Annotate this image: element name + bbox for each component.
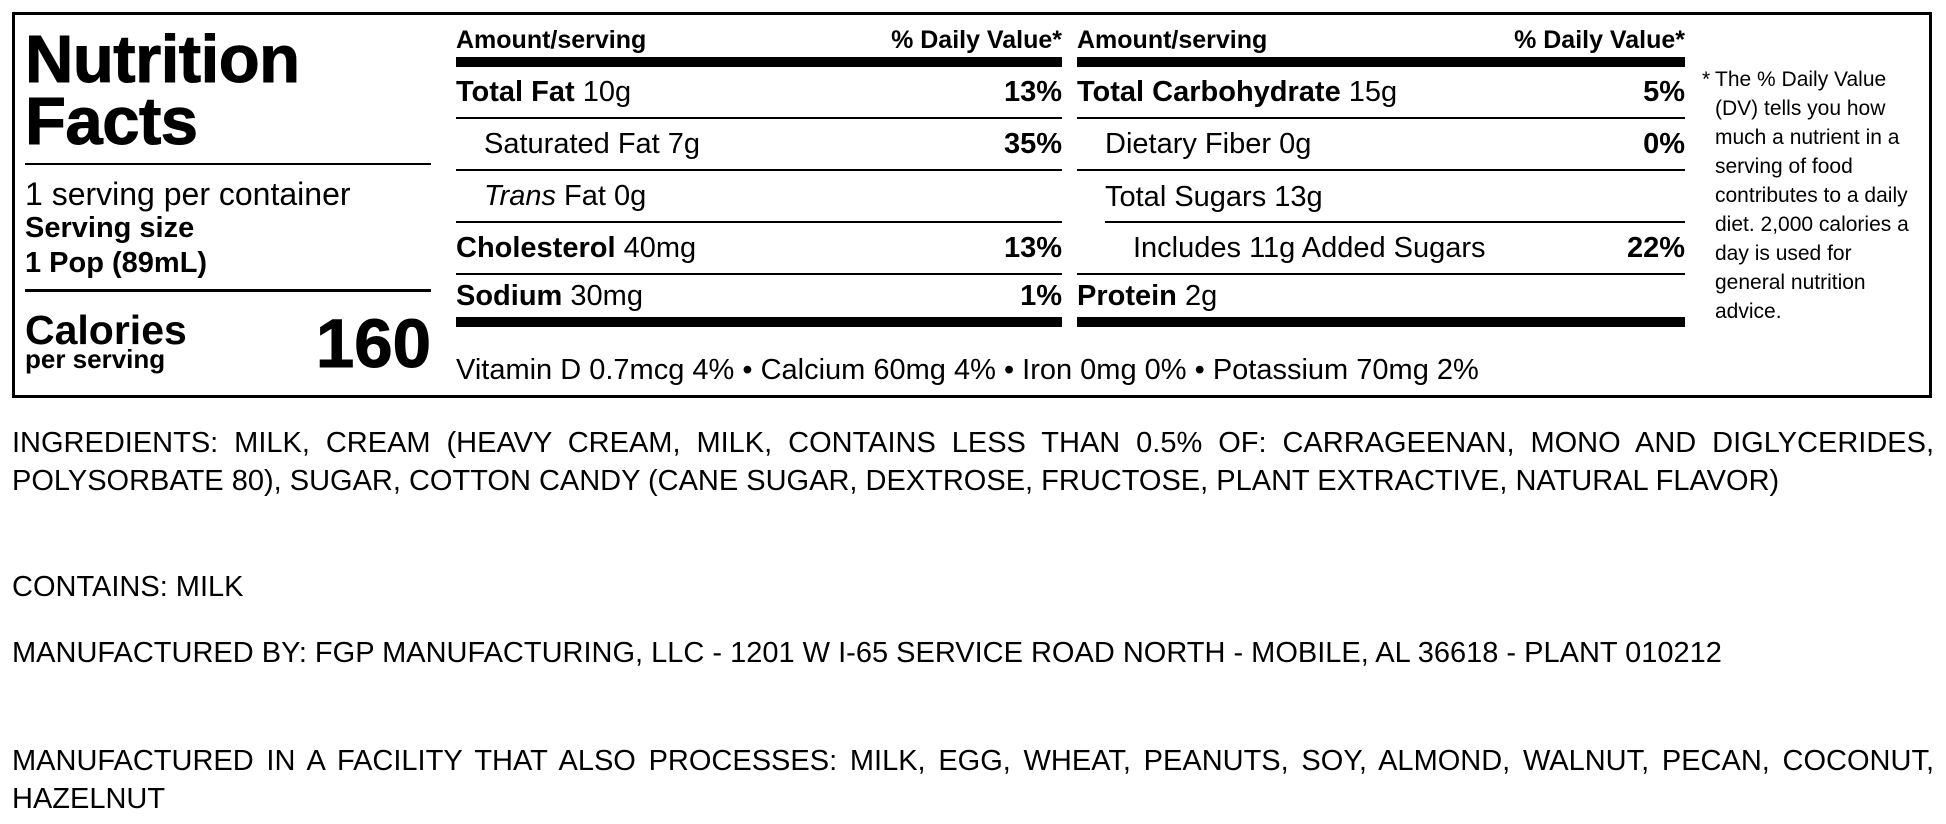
daily-value-header: % Daily Value* [891,26,1062,54]
nutrient-name-italic: Trans [484,179,556,212]
divider [1105,221,1685,223]
nutrient-column-1: Amount/serving % Daily Value* Total Fat … [456,23,1062,327]
nutrient-row-total-sugars: Total Sugars 13g [1077,171,1685,223]
nutrient-dv: 1% [1020,279,1062,312]
calories-value: 160 [315,305,431,382]
nutrient-amount: 7g [667,127,701,160]
facility-allergen-text: MANUFACTURED IN A FACILITY THAT ALSO PRO… [12,745,1934,815]
nutrient-dv: 13% [1003,75,1062,108]
manufactured-by-text: MANUFACTURED BY: FGP MANUFACTURING, LLC … [12,637,1722,669]
nutrient-row-saturated-fat: Saturated Fat 7g 35% [456,119,1062,171]
nutrient-amount: 0g [1279,127,1312,160]
nutrition-header-column: Nutrition Facts 1 serving per container … [25,22,432,386]
nutrient-name: Dietary Fiber [1105,127,1271,160]
daily-value-footnote: * The % Daily Value (DV) tells you how m… [1702,65,1925,326]
nutrient-dv: 22% [1626,231,1685,264]
nutrient-amount: 40mg [623,231,697,264]
column-header: Amount/serving % Daily Value* [1077,23,1685,67]
footnote-text: The % Daily Value (DV) tells you how muc… [1715,68,1909,323]
daily-value-header: % Daily Value* [1514,26,1685,54]
nutrient-column-2: Amount/serving % Daily Value* Total Carb… [1077,23,1685,327]
nutrient-name: Total Fat [456,75,575,108]
calories-label: Calories [25,307,187,353]
nutrient-amount: 2g [1184,279,1218,312]
nutrient-name: Sodium [456,279,563,312]
footnote-asterisk: * [1702,68,1711,91]
nutrient-amount: 13g [1274,180,1323,213]
servings-per-container: 1 serving per container [25,176,351,212]
nutrient-row-total-carbohydrate: Total Carbohydrate 15g 5% [1077,67,1685,119]
nutrient-row-protein: Protein 2g [1077,275,1685,327]
title-line-2: Facts [25,84,199,159]
nutrition-facts-panel: Nutrition Facts 1 serving per container … [12,12,1932,398]
nutrient-row-trans-fat: Trans Fat 0g [456,171,1062,223]
nutrient-dv: 0% [1643,127,1685,160]
nutrient-name: Saturated Fat [484,127,660,160]
nutrient-dv: 13% [1003,231,1062,264]
nutrient-name: Cholesterol [456,231,616,264]
contains-text: CONTAINS: MILK [12,571,244,603]
divider [25,163,431,165]
nutrient-row-total-fat: Total Fat 10g 13% [456,67,1062,119]
calories-block: Calories per serving 160 [25,300,432,386]
nutrient-name: Protein [1077,279,1177,312]
ingredients-text: INGREDIENTS: MILK, CREAM (HEAVY CREAM, M… [12,427,1934,497]
column-header: Amount/serving % Daily Value* [456,23,1062,67]
nutrient-amount: 30mg [570,279,643,312]
amount-serving-header: Amount/serving [1077,26,1268,54]
amount-serving-header: Amount/serving [456,26,647,54]
title-line-1: Nutrition [25,22,301,97]
nutrient-dv: 35% [1003,127,1062,160]
nutrient-name: Includes 11g Added Sugars [1133,231,1486,264]
serving-size-label: Serving size [25,212,195,244]
nutrient-row-dietary-fiber: Dietary Fiber 0g 0% [1077,119,1685,171]
nutrient-name: Total Sugars [1105,180,1267,213]
nutrient-row-added-sugars: Includes 11g Added Sugars 22% [1077,223,1685,275]
nutrition-title: Nutrition Facts [25,22,431,159]
nutrient-amount: 10g [582,75,632,108]
vitamins-minerals-line: Vitamin D 0.7mcg 4% • Calcium 60mg 4% • … [456,354,1479,386]
nutrient-name: Total Carbohydrate [1077,75,1341,108]
nutrient-name: Fat [564,179,606,212]
nutrient-amount: 15g [1348,75,1398,108]
divider [25,289,431,292]
nutrient-dv: 5% [1643,75,1685,108]
nutrient-row-sodium: Sodium 30mg 1% [456,275,1062,327]
calories-sub-label: per serving [25,344,166,374]
nutrient-amount: 0g [614,179,647,212]
serving-size-value: 1 Pop (89mL) [25,247,208,279]
nutrient-row-cholesterol: Cholesterol 40mg 13% [456,223,1062,275]
